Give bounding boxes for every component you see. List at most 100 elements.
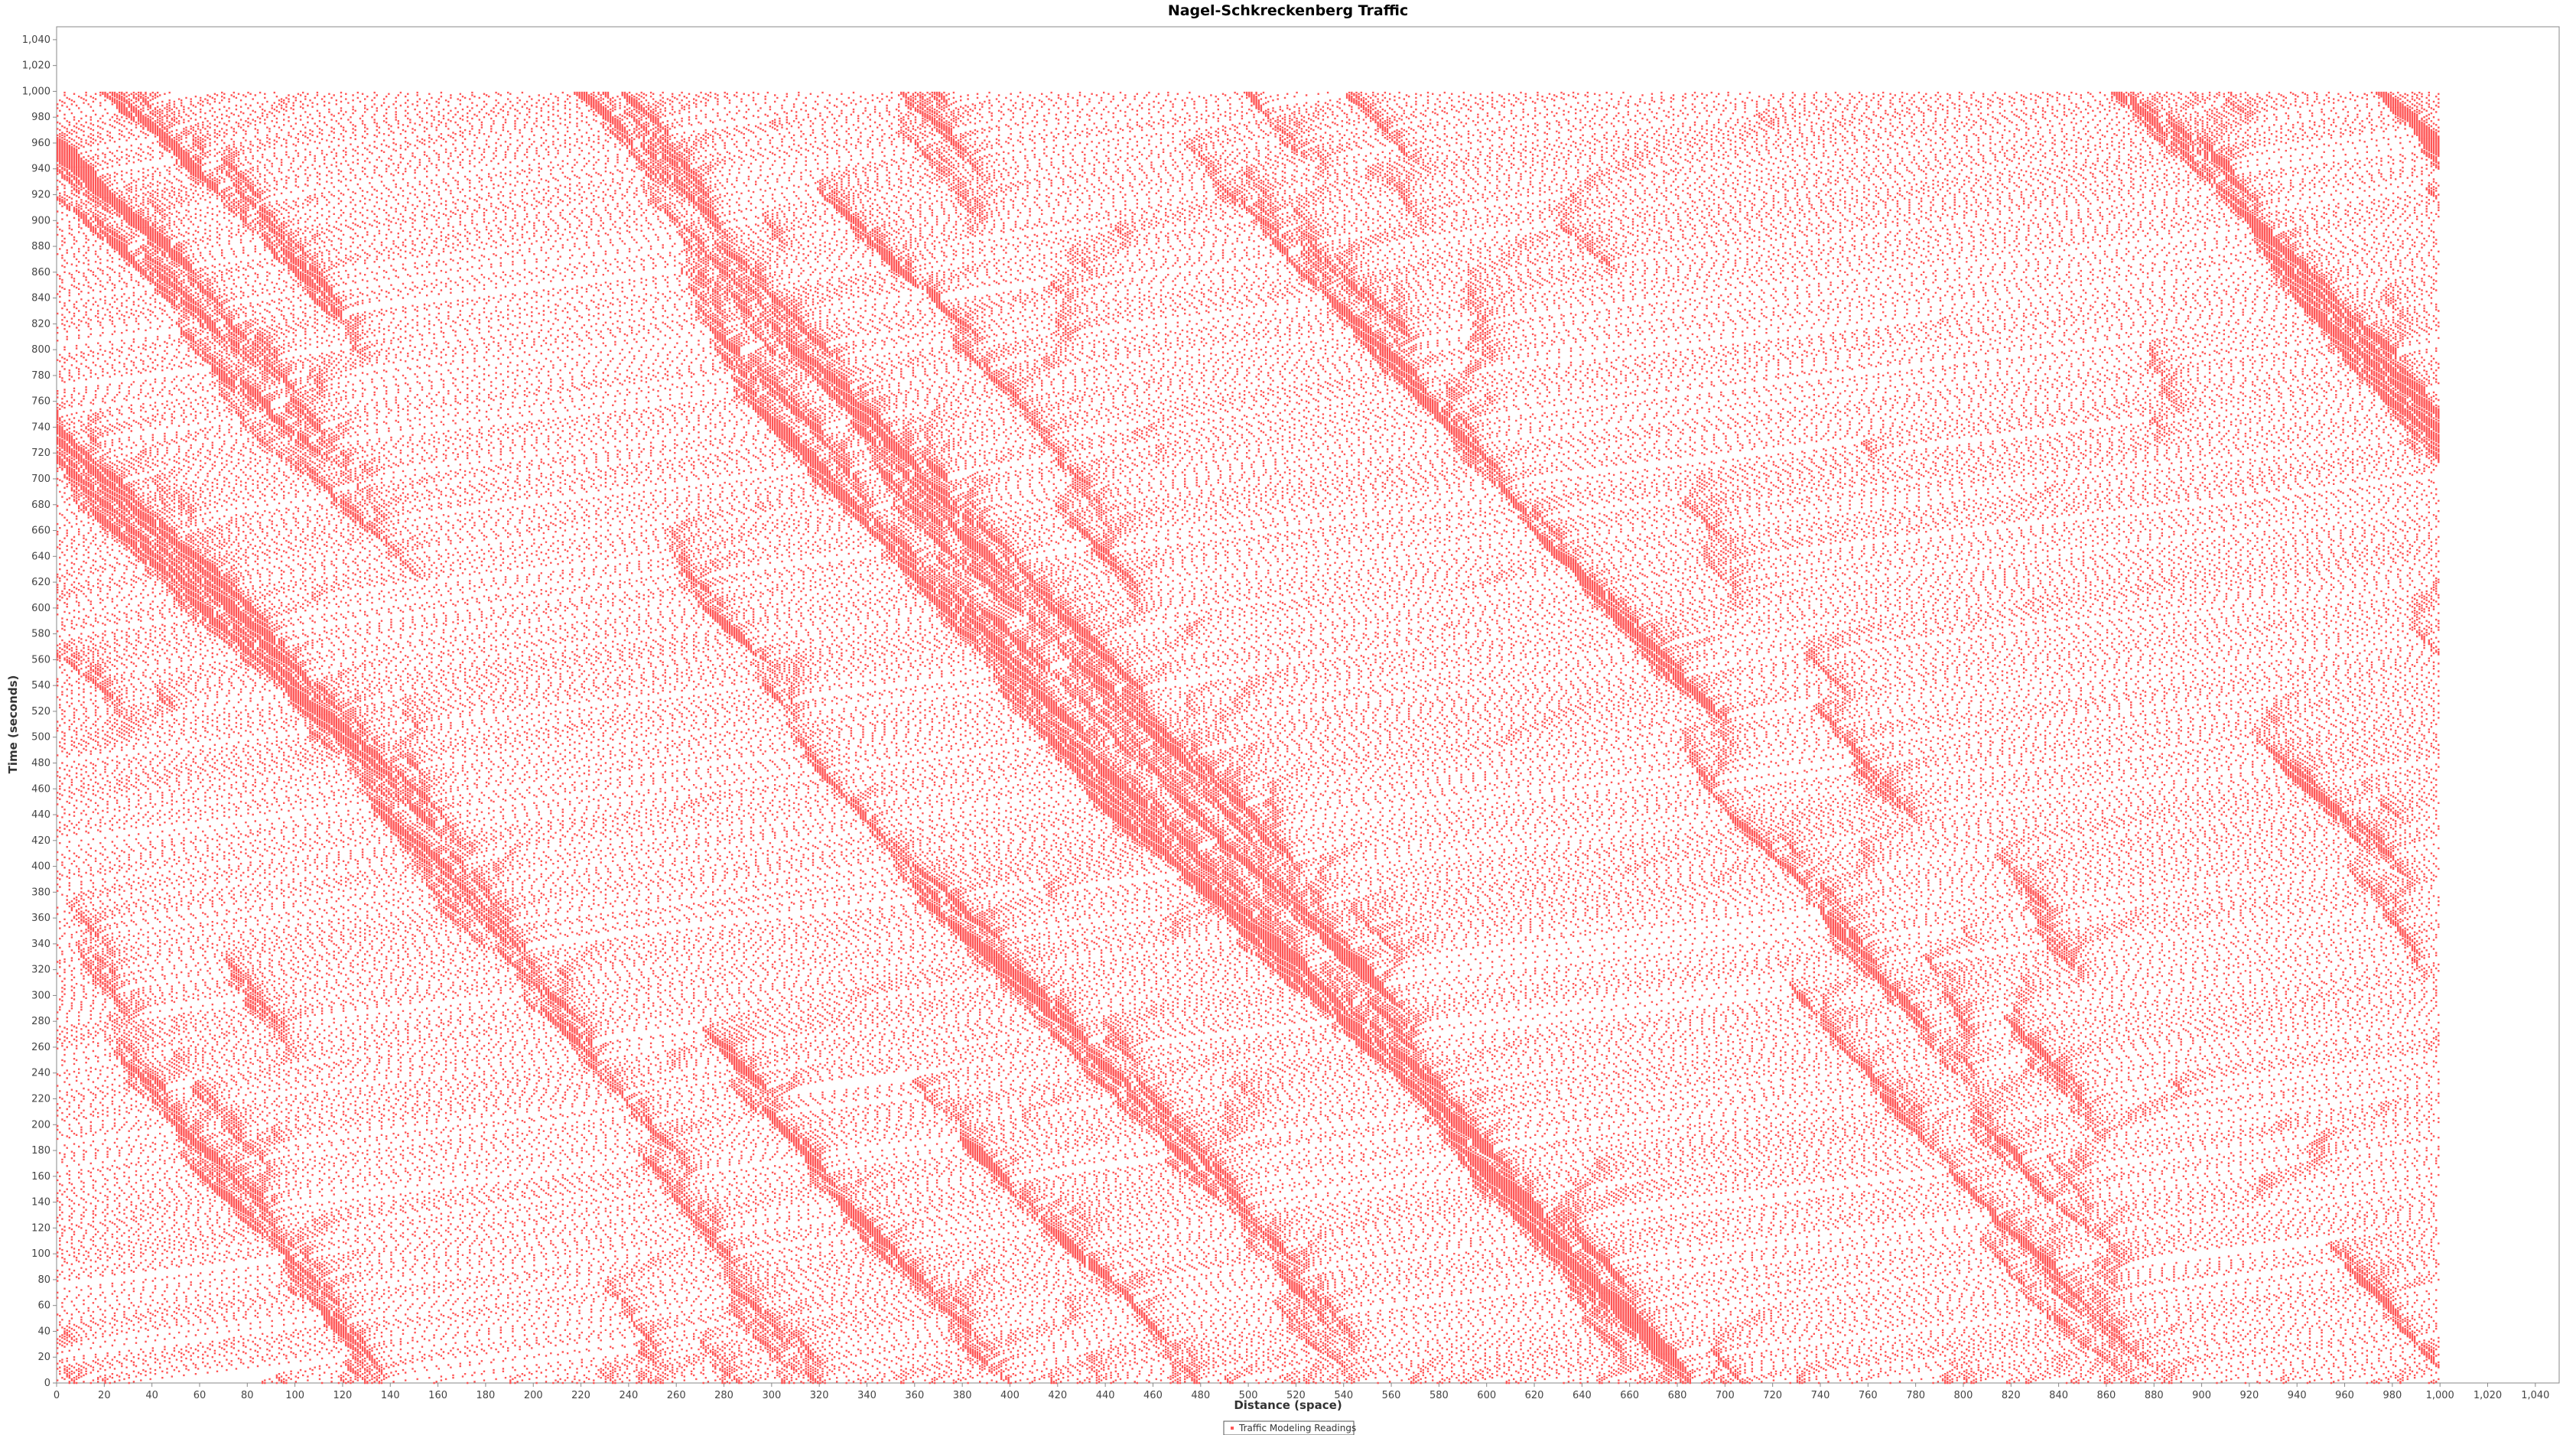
legend-label: Traffic Modeling Readings bbox=[1238, 1423, 1356, 1433]
y-tick-label: 920 bbox=[31, 190, 50, 201]
x-tick-label: 340 bbox=[857, 1390, 877, 1401]
x-tick-label: 20 bbox=[98, 1390, 111, 1401]
x-tick-label: 840 bbox=[2049, 1390, 2068, 1401]
x-tick-label: 200 bbox=[524, 1390, 543, 1401]
y-tick-label: 320 bbox=[31, 965, 50, 976]
x-tick-label: 760 bbox=[1859, 1390, 1878, 1401]
y-tick-label: 720 bbox=[31, 447, 50, 459]
x-tick-label: 580 bbox=[1429, 1390, 1449, 1401]
y-tick-label: 780 bbox=[31, 370, 50, 382]
y-tick-label: 100 bbox=[31, 1248, 50, 1260]
x-tick-label: 440 bbox=[1096, 1390, 1115, 1401]
y-tick-label: 940 bbox=[31, 164, 50, 175]
x-tick-label: 680 bbox=[1668, 1390, 1687, 1401]
y-tick-label: 300 bbox=[31, 990, 50, 1001]
x-axis-title: Distance (space) bbox=[1234, 1398, 1342, 1412]
x-tick-label: 540 bbox=[1334, 1390, 1353, 1401]
y-tick-label: 820 bbox=[31, 318, 50, 330]
y-tick-label: 560 bbox=[31, 654, 50, 665]
legend-box bbox=[1223, 1420, 1355, 1435]
x-tick-label: 640 bbox=[1573, 1390, 1592, 1401]
y-tick-label: 960 bbox=[31, 138, 50, 149]
y-tick-label: 860 bbox=[31, 267, 50, 278]
x-tick-label: 620 bbox=[1525, 1390, 1544, 1401]
x-tick-label: 240 bbox=[619, 1390, 638, 1401]
y-tick-label: 160 bbox=[31, 1171, 50, 1183]
y-tick-label: 900 bbox=[31, 215, 50, 226]
legend: Traffic Modeling Readings bbox=[1223, 1420, 1356, 1435]
y-tick-label: 640 bbox=[31, 551, 50, 562]
x-tick-label: 860 bbox=[2097, 1390, 2116, 1401]
x-tick-label: 400 bbox=[1000, 1390, 1020, 1401]
y-tick-label: 840 bbox=[31, 293, 50, 304]
y-tick-label: 40 bbox=[37, 1326, 50, 1337]
y-tick-label: 260 bbox=[31, 1042, 50, 1053]
y-tick-label: 240 bbox=[31, 1068, 50, 1079]
y-tick-label: 520 bbox=[31, 706, 50, 718]
y-tick-label: 280 bbox=[31, 1016, 50, 1027]
x-tick-label: 300 bbox=[762, 1390, 781, 1401]
x-tick-label: 100 bbox=[285, 1390, 304, 1401]
x-tick-label: 320 bbox=[810, 1390, 829, 1401]
y-tick-label: 1,040 bbox=[22, 34, 50, 46]
traffic-points bbox=[57, 1199, 2438, 1233]
x-tick-label: 120 bbox=[333, 1390, 353, 1401]
y-tick-label: 980 bbox=[31, 112, 50, 123]
y-tick-label: 700 bbox=[31, 473, 50, 485]
y-tick-label: 800 bbox=[31, 344, 50, 356]
x-tick-label: 1,020 bbox=[2474, 1390, 2502, 1401]
x-tick-label: 880 bbox=[2145, 1390, 2164, 1401]
y-tick-label: 80 bbox=[37, 1274, 50, 1286]
x-tick-label: 0 bbox=[54, 1390, 60, 1401]
y-tick-label: 580 bbox=[31, 629, 50, 640]
y-tick-label: 420 bbox=[31, 835, 50, 847]
x-tick-label: 40 bbox=[145, 1390, 158, 1401]
x-tick-label: 740 bbox=[1811, 1390, 1830, 1401]
legend-swatch bbox=[1231, 1427, 1234, 1430]
y-tick-label: 880 bbox=[31, 241, 50, 252]
y-tick-label: 380 bbox=[31, 887, 50, 898]
x-tick-label: 780 bbox=[1906, 1390, 1925, 1401]
y-tick-label: 400 bbox=[31, 861, 50, 873]
x-tick-label: 460 bbox=[1143, 1390, 1163, 1401]
chart-title: Nagel-Schkreckenberg Traffic bbox=[1168, 2, 1408, 19]
y-axis-title: Time (seconds) bbox=[6, 675, 20, 774]
y-tick-label: 440 bbox=[31, 809, 50, 821]
y-tick-label: 480 bbox=[31, 757, 50, 769]
x-tick-label: 80 bbox=[241, 1390, 254, 1401]
x-tick-label: 600 bbox=[1477, 1390, 1496, 1401]
y-tick-label: 200 bbox=[31, 1119, 50, 1131]
x-tick-label: 1,040 bbox=[2521, 1390, 2549, 1401]
x-tick-label: 720 bbox=[1763, 1390, 1782, 1401]
y-tick-label: 20 bbox=[37, 1352, 50, 1363]
y-tick-label: 760 bbox=[31, 396, 50, 408]
traffic-points bbox=[59, 1139, 2440, 1173]
y-tick-label: 460 bbox=[31, 783, 50, 795]
y-tick-label: 1,020 bbox=[22, 60, 50, 72]
traffic-points bbox=[57, 927, 2438, 959]
y-tick-label: 220 bbox=[31, 1094, 50, 1105]
y-tick-label: 140 bbox=[31, 1197, 50, 1209]
x-tick-label: 820 bbox=[2002, 1390, 2021, 1401]
y-tick-label: 340 bbox=[31, 939, 50, 950]
x-tick-label: 60 bbox=[194, 1390, 207, 1401]
x-tick-label: 960 bbox=[2335, 1390, 2354, 1401]
x-tick-label: 900 bbox=[2192, 1390, 2211, 1401]
y-tick-label: 180 bbox=[31, 1145, 50, 1157]
x-tick-label: 700 bbox=[1716, 1390, 1735, 1401]
x-tick-label: 160 bbox=[428, 1390, 447, 1401]
y-tick-label: 600 bbox=[31, 603, 50, 614]
y-tick-label: 0 bbox=[44, 1378, 50, 1389]
x-tick-label: 800 bbox=[1954, 1390, 1973, 1401]
y-tick-label: 60 bbox=[37, 1300, 50, 1312]
x-tick-label: 140 bbox=[381, 1390, 400, 1401]
x-tick-label: 920 bbox=[2239, 1390, 2259, 1401]
x-tick-label: 260 bbox=[667, 1390, 686, 1401]
y-tick-label: 120 bbox=[31, 1222, 50, 1234]
y-tick-label: 360 bbox=[31, 913, 50, 924]
x-tick-label: 480 bbox=[1191, 1390, 1210, 1401]
x-tick-label: 500 bbox=[1239, 1390, 1258, 1401]
y-tick-label: 680 bbox=[31, 499, 50, 511]
y-tick-label: 660 bbox=[31, 526, 50, 537]
y-tick-label: 620 bbox=[31, 577, 50, 588]
